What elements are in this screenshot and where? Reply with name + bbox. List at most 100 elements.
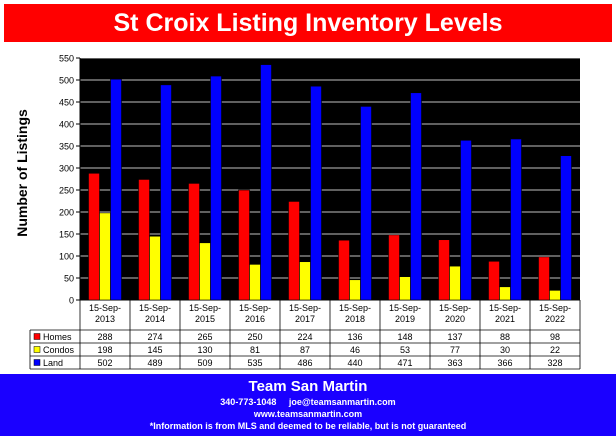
bar-homes-1 [138, 179, 150, 301]
legend-swatch-condos [33, 346, 41, 353]
x-tick-label: 2021 [495, 314, 515, 324]
y-tick-label: 50 [64, 274, 74, 284]
bar-condos-3 [249, 264, 261, 301]
x-tick-label: 15-Sep- [189, 303, 221, 313]
x-tick-label: 2017 [295, 314, 315, 324]
table-cell-homes: 98 [550, 332, 560, 342]
y-tick-label: 200 [59, 208, 74, 218]
y-tick-label: 250 [59, 186, 74, 196]
table-cell-homes: 137 [447, 332, 462, 342]
footer-team-name: Team San Martin [248, 378, 368, 395]
bar-land-9 [560, 155, 572, 301]
bar-land-5 [360, 106, 372, 301]
table-cell-land: 363 [447, 358, 462, 368]
x-tick-label: 2019 [395, 314, 415, 324]
bar-land-2 [210, 75, 222, 301]
bar-condos-4 [299, 261, 311, 301]
table-cell-condos: 130 [197, 345, 212, 355]
y-tick-label: 300 [59, 164, 74, 174]
x-tick-label: 15-Sep- [489, 303, 521, 313]
x-tick-label: 15-Sep- [139, 303, 171, 313]
table-cell-condos: 46 [350, 345, 360, 355]
table-cell-land: 328 [547, 358, 562, 368]
bar-land-6 [410, 92, 422, 301]
legend-label-condos: Condos [43, 345, 75, 355]
bar-condos-6 [399, 276, 411, 301]
bar-homes-6 [388, 234, 400, 301]
table-cell-homes: 136 [347, 332, 362, 342]
footer-website[interactable]: www.teamsanmartin.com [253, 409, 363, 419]
chart-title: St Croix Listing Inventory Levels [113, 8, 503, 37]
bar-condos-9 [549, 290, 561, 301]
bar-land-8 [510, 138, 522, 301]
bar-chart: 0 50 100 150 200 250 300 350 400 450 500 550 15-Sep-… [29, 54, 581, 370]
bar-condos-2 [199, 242, 211, 301]
legend-swatch-homes [33, 333, 41, 340]
bar-homes-5 [338, 239, 350, 301]
bar-land-3 [260, 64, 272, 301]
y-tick-label: 400 [59, 120, 74, 130]
table-cell-homes: 274 [147, 332, 162, 342]
table-cell-homes: 148 [397, 332, 412, 342]
y-tick-label: 500 [59, 76, 74, 86]
legend-swatch-land [33, 359, 41, 366]
bar-condos-0 [99, 212, 111, 301]
y-tick-label: 0 [69, 296, 74, 306]
table-cell-land: 489 [147, 358, 162, 368]
x-tick-label: 2013 [95, 314, 115, 324]
table-cell-land: 535 [247, 358, 262, 368]
table-cell-condos: 198 [97, 345, 112, 355]
bar-land-4 [310, 85, 322, 301]
table-cell-land: 509 [197, 358, 212, 368]
x-tick-label: 2015 [195, 314, 215, 324]
x-tick-label: 2018 [345, 314, 365, 324]
y-tick-label: 450 [59, 98, 74, 108]
footer-disclaimer: *Information is from MLS and deemed to b… [149, 421, 467, 431]
x-tick-label: 15-Sep- [539, 303, 571, 313]
bar-homes-7 [438, 239, 450, 301]
table-cell-land: 486 [297, 358, 312, 368]
footer-email[interactable]: joe@teamsanmartin.com [288, 397, 396, 407]
table-cell-condos: 81 [250, 345, 260, 355]
bar-homes-4 [288, 201, 300, 301]
table-cell-condos: 22 [550, 345, 560, 355]
bar-condos-8 [499, 286, 511, 301]
bar-condos-7 [449, 265, 461, 301]
table-cell-homes: 88 [500, 332, 510, 342]
legend-label-land: Land [43, 358, 63, 368]
table-cell-condos: 53 [400, 345, 410, 355]
bar-land-7 [460, 139, 472, 301]
bar-land-0 [110, 78, 122, 301]
x-tick-label: 15-Sep- [239, 303, 271, 313]
table-cell-condos: 77 [450, 345, 460, 355]
footer-contact: 340-773-1048 joe@teamsanmartin.com [0, 397, 616, 407]
bar-homes-9 [538, 256, 550, 301]
y-tick-label: 150 [59, 230, 74, 240]
bar-homes-8 [488, 260, 500, 301]
y-tick-label: 550 [59, 54, 74, 64]
table-cell-homes: 288 [97, 332, 112, 342]
bar-condos-1 [149, 235, 161, 301]
x-tick-label: 15-Sep- [289, 303, 321, 313]
x-tick-label: 2016 [245, 314, 265, 324]
table-cell-homes: 250 [247, 332, 262, 342]
table-cell-homes: 224 [297, 332, 312, 342]
x-tick-label: 2020 [445, 314, 465, 324]
bar-homes-0 [88, 172, 100, 301]
table-cell-condos: 145 [147, 345, 162, 355]
x-tick-label: 15-Sep- [89, 303, 121, 313]
table-cell-condos: 87 [300, 345, 310, 355]
bar-condos-5 [349, 279, 361, 301]
title-bar: St Croix Listing Inventory Levels [4, 4, 612, 42]
x-tick-label: 15-Sep- [339, 303, 371, 313]
x-tick-label: 15-Sep- [439, 303, 471, 313]
footer-phone: 340-773-1048 [220, 397, 277, 407]
table-cell-land: 440 [347, 358, 362, 368]
x-tick-label: 2022 [545, 314, 565, 324]
y-tick-label: 100 [59, 252, 74, 262]
bar-homes-3 [238, 189, 250, 301]
x-tick-label: 2014 [145, 314, 165, 324]
legend-label-homes: Homes [43, 332, 72, 342]
bar-land-1 [160, 84, 172, 301]
table-cell-condos: 30 [500, 345, 510, 355]
